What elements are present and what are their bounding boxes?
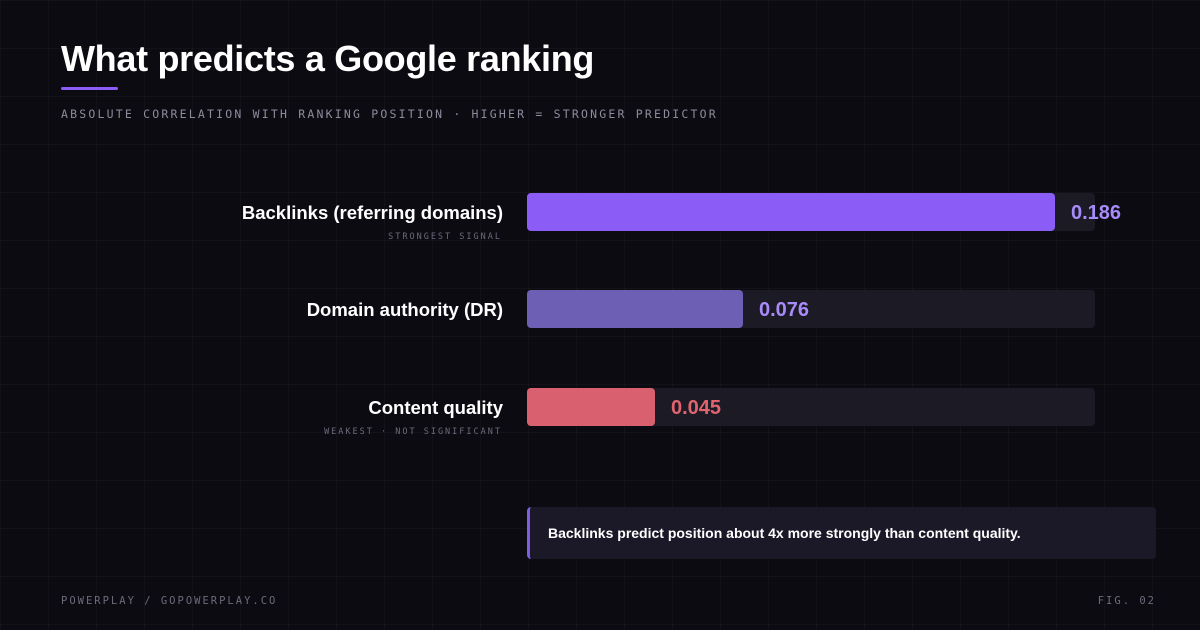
bar-row: Domain authority (DR) 0.076 [0, 290, 1200, 330]
bar-track: 0.045 [527, 388, 1095, 426]
insight-callout: Backlinks predict position about 4x more… [527, 507, 1156, 559]
chart-subtitle: ABSOLUTE CORRELATION WITH RANKING POSITI… [61, 107, 718, 121]
title-accent-line [61, 87, 118, 90]
bar-category-label: Domain authority (DR) [306, 299, 503, 320]
bar-fill [527, 193, 1055, 231]
bar-annotation: STRONGEST SIGNAL [388, 232, 502, 242]
bar-category-label: Content quality [368, 397, 503, 418]
bar-fill [527, 290, 743, 328]
bar-fill [527, 388, 655, 426]
bar-track: 0.186 [527, 193, 1121, 231]
bar-row: Backlinks (referring domains) STRONGEST S… [0, 193, 1200, 242]
bar-value-label: 0.186 [1071, 202, 1122, 224]
bar-category-label: Backlinks (referring domains) [241, 202, 503, 223]
bar-row: Content quality WEAKEST · NOT SIGNIFICANT… [0, 388, 1200, 437]
figure-number: FIG. 02 [1097, 595, 1156, 607]
callout-text: Backlinks predict position about 4x more… [548, 525, 1021, 541]
bar-value-label: 0.076 [759, 299, 810, 321]
bar-track: 0.076 [527, 290, 1095, 328]
bar-annotation: WEAKEST · NOT SIGNIFICANT [324, 427, 502, 437]
bar-value-label: 0.045 [671, 397, 722, 419]
chart-title: What predicts a Google ranking [61, 38, 595, 79]
footer-brand: POWERPLAY / GOPOWERPLAY.CO [61, 595, 278, 607]
